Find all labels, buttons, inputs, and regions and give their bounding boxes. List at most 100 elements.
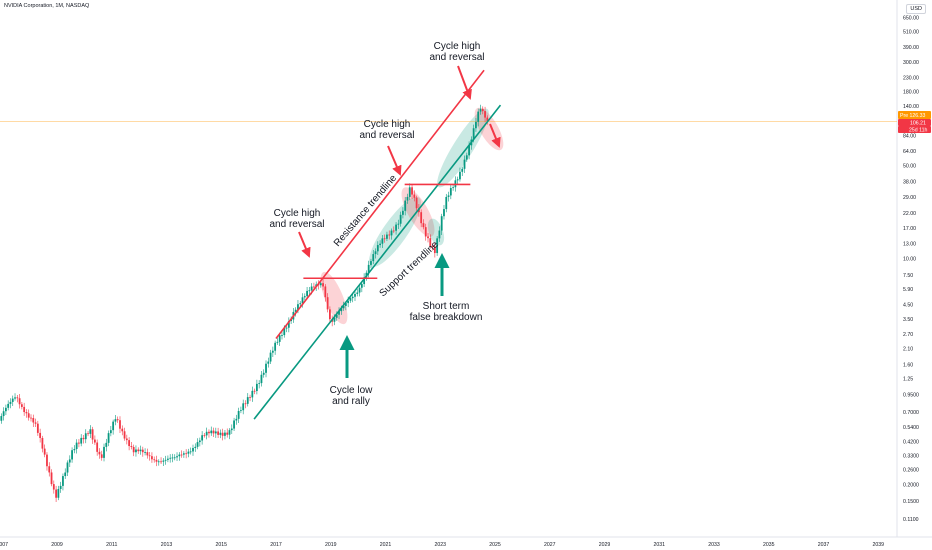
candle-body: [278, 335, 281, 342]
x-tick-label: 2013: [161, 542, 173, 548]
candle-body: [255, 383, 258, 392]
y-tick-label: 0.2600: [903, 467, 919, 473]
candle-body: [208, 431, 210, 434]
annotation-line-2: and reversal: [269, 219, 324, 230]
price-tags: Pre 126.33 106.21 25d 11h: [898, 111, 931, 134]
last-price-tag: 106.21: [910, 121, 926, 127]
x-tick-label: 2011: [106, 542, 117, 548]
x-tick-label: 2009: [51, 542, 63, 548]
candle-body: [23, 406, 26, 413]
currency-button[interactable]: USD: [906, 4, 926, 14]
y-tick-label: 650.00: [903, 15, 919, 21]
candle-body: [306, 290, 308, 297]
candle-body: [180, 454, 183, 456]
support-trendline: [253, 104, 502, 420]
candle-body: [194, 446, 197, 448]
candle-body: [39, 432, 42, 438]
candle-body: [217, 431, 219, 435]
candle-body: [201, 435, 204, 441]
x-tick-label: 2029: [599, 542, 611, 548]
candle-body: [125, 438, 128, 441]
candle-body: [187, 451, 190, 454]
candle-body: [459, 171, 461, 180]
y-tick-label: 22.00: [903, 211, 916, 217]
y-tick-label: 0.4200: [903, 440, 919, 446]
x-axis-ticks: 2007 2009 2011 2013 2015 2017 2019 2021 2023 2025…: [0, 542, 884, 548]
annotation-line-2: and reversal: [359, 130, 414, 141]
trendline-layer: [253, 69, 502, 420]
annotation-line-1: Short term: [423, 301, 470, 312]
candle-body: [463, 159, 466, 169]
y-tick-label: 0.9500: [903, 392, 919, 398]
candle-body: [386, 234, 388, 239]
x-tick-label: 2027: [544, 542, 556, 548]
candle-body: [445, 196, 448, 210]
candle-body: [354, 293, 356, 297]
candle-body: [57, 488, 60, 498]
candle-body: [93, 439, 96, 443]
candle-body: [449, 188, 452, 196]
candle-body: [431, 246, 434, 247]
candle-body: [48, 466, 51, 473]
candle-body: [18, 398, 21, 405]
candle-body: [160, 461, 162, 463]
candle-body: [422, 223, 425, 228]
candle-body: [358, 287, 361, 293]
candle-body: [123, 431, 126, 439]
arrow-cycle-pullback: [489, 123, 501, 148]
y-tick-label: 64.00: [903, 149, 916, 155]
candle-body: [171, 457, 174, 459]
candle-body: [230, 428, 233, 431]
x-tick-label: 2015: [215, 542, 227, 548]
x-tick-label: 2025: [489, 542, 501, 548]
candle-body: [456, 179, 459, 181]
price-axis-panel[interactable]: [897, 0, 932, 550]
candle-body: [78, 442, 80, 444]
candle-body: [36, 423, 39, 433]
candle-body: [103, 446, 105, 458]
candle-body: [9, 401, 12, 404]
candle-body: [477, 111, 480, 122]
candle-body: [228, 430, 231, 435]
candle-body: [71, 450, 73, 460]
candle-body: [370, 261, 372, 265]
candle-body: [14, 397, 16, 399]
pre-market-tag: Pre 126.33: [900, 113, 925, 119]
candle-body: [96, 442, 99, 452]
candle-body: [116, 419, 119, 421]
candle-body: [0, 416, 3, 421]
candle-body: [224, 432, 226, 436]
candle-body: [75, 442, 78, 450]
annotation-line-1: Cycle low: [330, 385, 374, 396]
candle-body: [151, 456, 153, 460]
candle-body: [319, 283, 322, 286]
candle-body: [283, 328, 286, 336]
candle-body: [392, 230, 395, 232]
candle-body: [390, 230, 393, 236]
annotation-line-2: and reversal: [429, 52, 484, 63]
candle-body: [338, 311, 340, 315]
candle-body: [308, 290, 311, 292]
candle-body: [173, 457, 176, 459]
y-tick-label: 510.00: [903, 29, 919, 35]
y-tick-label: 0.1100: [903, 517, 919, 523]
x-tick-label: 2021: [380, 542, 392, 548]
candle-body: [107, 433, 110, 443]
arrow-cycle-high-2: [387, 145, 402, 176]
candle-body: [109, 430, 112, 434]
candle-body: [303, 296, 306, 298]
candle-body: [333, 317, 336, 322]
y-tick-label: 140.00: [903, 104, 919, 110]
candle-body: [52, 484, 55, 490]
candle-body: [144, 452, 146, 453]
annotation-line-1: Cycle high: [274, 208, 321, 219]
candle-body: [411, 187, 413, 195]
candle-body: [269, 352, 272, 362]
candle-body: [322, 283, 324, 287]
candle-body: [43, 448, 46, 455]
y-tick-label: 84.00: [903, 134, 916, 140]
candle-body: [62, 476, 64, 486]
annotation-line-1: Cycle high: [434, 41, 481, 52]
candle-body: [301, 297, 304, 304]
